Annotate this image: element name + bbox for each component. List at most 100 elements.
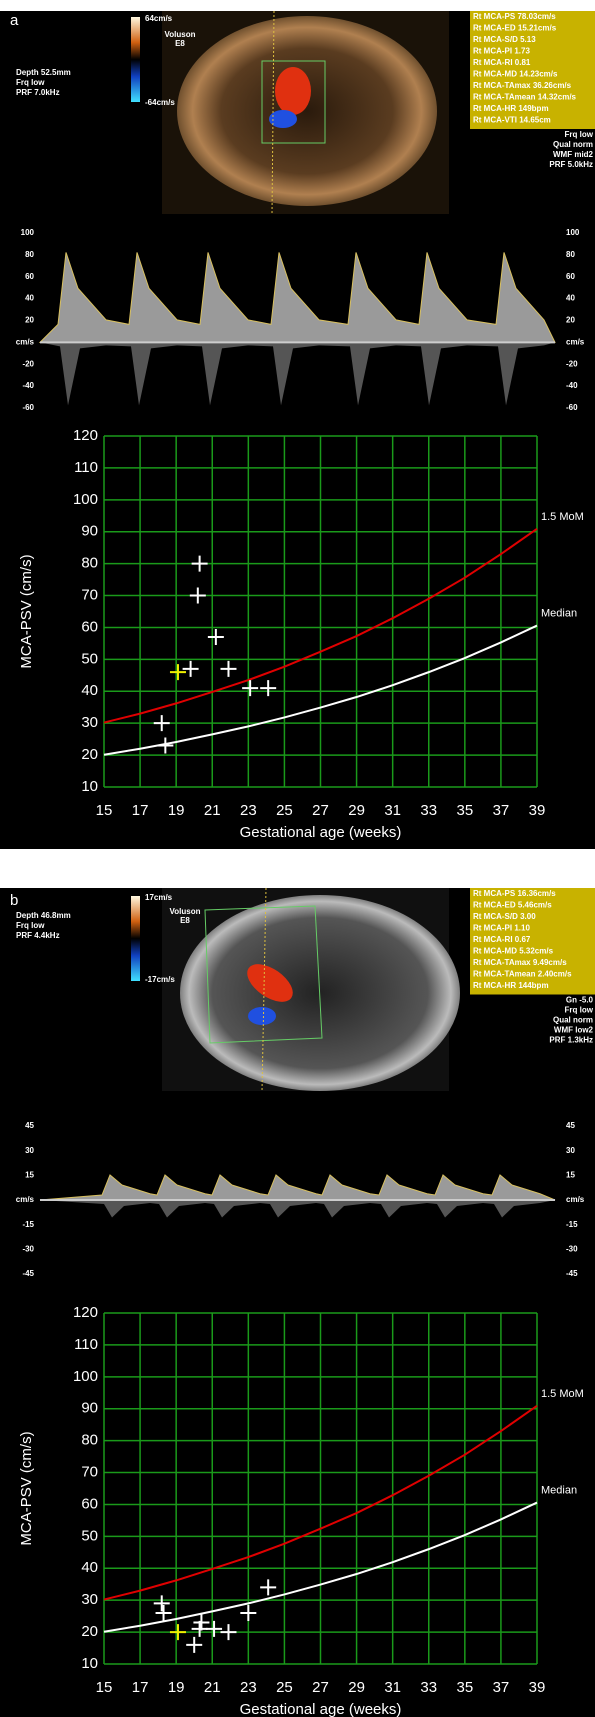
y-tick-label: 80 [81, 555, 98, 572]
y-tick-label: 120 [73, 427, 98, 444]
x-tick-label: 27 [312, 802, 329, 819]
measurement: Rt MCA-TAmax 9.49cm/s [473, 958, 567, 967]
x-tick-label: 27 [312, 1679, 329, 1696]
doppler-tick-label: -45 [22, 1269, 34, 1278]
doppler-tick-label: -15 [22, 1220, 34, 1229]
measurement: Rt MCA-VTI 14.65cm [473, 116, 551, 125]
series-label: 1.5 MoM [541, 511, 584, 523]
measurement: Rt MCA-S/D 5.13 [473, 35, 536, 44]
doppler-tick-label: 15 [25, 1170, 34, 1179]
x-tick-label: 39 [529, 1679, 546, 1696]
y-tick-label: 120 [73, 1304, 98, 1321]
doppler-tick-label: 80 [566, 250, 575, 259]
measurement: Rt MCA-TAmean 14.32cm/s [473, 93, 577, 102]
measurement: Rt MCA-MD 14.23cm/s [473, 70, 558, 79]
color-bar [131, 896, 140, 981]
y-tick-label: 100 [73, 1368, 98, 1385]
setting: Qual norm [553, 140, 593, 149]
y-tick-label: 10 [81, 1655, 98, 1672]
x-tick-label: 33 [420, 802, 437, 819]
doppler-tick-label: 60 [566, 272, 575, 281]
color-bar [131, 17, 140, 102]
measurement: Rt MCA-PS 78.03cm/s [473, 12, 556, 21]
acquisition-info: Depth 46.8mm [16, 911, 71, 920]
measurement: Rt MCA-PI 1.10 [473, 924, 530, 933]
doppler-tick-label: -40 [566, 381, 578, 390]
probe-label: Voluson [165, 30, 196, 39]
x-tick-label: 19 [168, 1679, 185, 1696]
doppler-tick-label: 80 [25, 250, 34, 259]
measurement: Rt MCA-MD 5.32cm/s [473, 947, 554, 956]
doppler-tick-label: cm/s [566, 337, 585, 346]
setting: Frq low [565, 130, 594, 139]
x-tick-label: 21 [204, 1679, 221, 1696]
x-tick-label: 23 [240, 802, 257, 819]
doppler-tick-label: 40 [25, 294, 34, 303]
doppler-tick-label: 100 [21, 228, 35, 237]
measurement: Rt MCA-RI 0.67 [473, 935, 531, 944]
x-tick-label: 39 [529, 802, 546, 819]
x-tick-label: 35 [456, 802, 473, 819]
doppler-tick-label: 15 [566, 1170, 575, 1179]
probe-label: Voluson [170, 907, 201, 916]
doppler-tick-label: 100 [566, 228, 580, 237]
doppler-tick-label: 45 [566, 1121, 575, 1130]
series-label: 1.5 MoM [541, 1388, 584, 1400]
y-tick-label: 60 [81, 618, 98, 635]
doppler-tick-label: 40 [566, 294, 575, 303]
y-tick-label: 50 [81, 650, 98, 667]
y-tick-label: 20 [81, 746, 98, 763]
setting: PRF 1.3kHz [549, 1036, 593, 1045]
panel-label: a [10, 12, 19, 29]
doppler-tick-label: -20 [566, 359, 578, 368]
measurement: Rt MCA-S/D 3.00 [473, 912, 536, 921]
doppler-tick-label: -40 [22, 381, 34, 390]
doppler-tick-label: 60 [25, 272, 34, 281]
doppler-tick-label: 45 [25, 1121, 34, 1130]
x-tick-label: 29 [348, 1679, 365, 1696]
setting: WMF mid2 [553, 150, 594, 159]
y-tick-label: 40 [81, 682, 98, 699]
y-tick-label: 80 [81, 1432, 98, 1449]
measurement: Rt MCA-HR 144bpm [473, 981, 549, 990]
doppler-tick-label: cm/s [566, 1195, 585, 1204]
acquisition-info: PRF 4.4kHz [16, 931, 60, 940]
color-scale-min: -64cm/s [145, 98, 175, 107]
measurement: Rt MCA-ED 15.21cm/s [473, 24, 557, 33]
page: a64cm/s-64cm/sVolusonE8Depth 52.5mmFrq l… [0, 0, 595, 1717]
x-tick-label: 35 [456, 1679, 473, 1696]
x-tick-label: 33 [420, 1679, 437, 1696]
doppler-tick-label: cm/s [16, 1195, 35, 1204]
series-label: Median [541, 1484, 577, 1496]
y-axis-title: MCA-PSV (cm/s) [18, 1431, 35, 1545]
x-tick-label: 37 [493, 1679, 510, 1696]
measurement: Rt MCA-RI 0.81 [473, 58, 531, 67]
x-tick-label: 21 [204, 802, 221, 819]
y-tick-label: 70 [81, 587, 98, 604]
color-scale-max: 17cm/s [145, 893, 173, 902]
x-tick-label: 25 [276, 802, 293, 819]
flow-red [275, 67, 311, 115]
color-scale-max: 64cm/s [145, 14, 173, 23]
series-label: Median [541, 607, 577, 619]
y-tick-label: 30 [81, 1591, 98, 1608]
flow-blue [248, 1007, 276, 1025]
acquisition-info: Frq low [16, 78, 45, 87]
y-tick-label: 90 [81, 1400, 98, 1417]
measurement: Rt MCA-ED 5.46cm/s [473, 901, 552, 910]
y-tick-label: 30 [81, 714, 98, 731]
measurement: Rt MCA-PI 1.73 [473, 47, 530, 56]
x-axis-title: Gestational age (weeks) [240, 824, 402, 841]
fetal-head [177, 16, 437, 206]
measurement: Rt MCA-TAmax 36.26cm/s [473, 81, 572, 90]
doppler-tick-label: -20 [22, 359, 34, 368]
panel: b17cm/s-17cm/sVolusonE8Depth 46.8mmFrq l… [0, 888, 595, 1717]
acquisition-info: Depth 52.5mm [16, 68, 71, 77]
doppler-tick-label: -15 [566, 1220, 578, 1229]
doppler-tick-label: -60 [566, 403, 578, 412]
doppler-tick-label: -30 [22, 1244, 34, 1253]
doppler-tick-label: -45 [566, 1269, 578, 1278]
measurement: Rt MCA-PS 16.36cm/s [473, 889, 556, 898]
setting: PRF 5.0kHz [549, 160, 593, 169]
